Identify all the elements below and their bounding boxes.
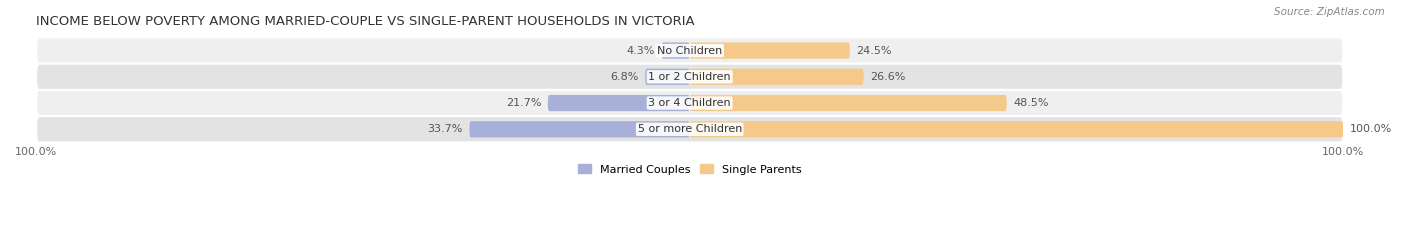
FancyBboxPatch shape — [470, 121, 690, 137]
FancyBboxPatch shape — [690, 69, 863, 85]
FancyBboxPatch shape — [662, 42, 690, 59]
Text: 26.6%: 26.6% — [870, 72, 905, 82]
Text: Source: ZipAtlas.com: Source: ZipAtlas.com — [1274, 7, 1385, 17]
Text: 33.7%: 33.7% — [427, 124, 463, 134]
Text: INCOME BELOW POVERTY AMONG MARRIED-COUPLE VS SINGLE-PARENT HOUSEHOLDS IN VICTORI: INCOME BELOW POVERTY AMONG MARRIED-COUPL… — [37, 15, 695, 28]
Legend: Married Couples, Single Parents: Married Couples, Single Parents — [574, 160, 806, 179]
Text: 48.5%: 48.5% — [1014, 98, 1049, 108]
Text: 5 or more Children: 5 or more Children — [637, 124, 742, 134]
FancyBboxPatch shape — [645, 69, 690, 85]
FancyBboxPatch shape — [37, 116, 1343, 142]
Text: 6.8%: 6.8% — [610, 72, 638, 82]
FancyBboxPatch shape — [690, 42, 849, 59]
FancyBboxPatch shape — [548, 95, 690, 111]
Text: 24.5%: 24.5% — [856, 45, 891, 55]
FancyBboxPatch shape — [37, 38, 1343, 64]
Text: 4.3%: 4.3% — [627, 45, 655, 55]
FancyBboxPatch shape — [37, 64, 1343, 90]
Text: 3 or 4 Children: 3 or 4 Children — [648, 98, 731, 108]
Text: 1 or 2 Children: 1 or 2 Children — [648, 72, 731, 82]
Text: No Children: No Children — [657, 45, 723, 55]
FancyBboxPatch shape — [690, 95, 1007, 111]
FancyBboxPatch shape — [690, 121, 1343, 137]
Text: 21.7%: 21.7% — [506, 98, 541, 108]
Text: 100.0%: 100.0% — [1350, 124, 1392, 134]
FancyBboxPatch shape — [37, 90, 1343, 116]
